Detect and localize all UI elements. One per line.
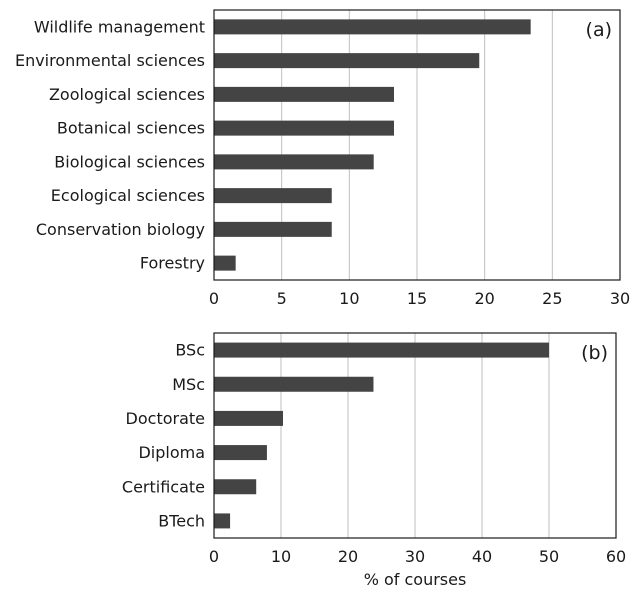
- bar-a-5: [214, 188, 332, 204]
- x-tick-label-a-6: 30: [610, 289, 630, 308]
- category-label-a-5: Ecological sciences: [51, 186, 205, 205]
- bar-a-3: [214, 120, 394, 136]
- bar-a-2: [214, 86, 394, 102]
- x-tick-label-b-0: 0: [209, 547, 219, 566]
- category-label-a-4: Biological sciences: [54, 152, 205, 171]
- bar-a-6: [214, 221, 332, 237]
- category-label-a-1: Environmental sciences: [15, 51, 205, 70]
- bar-a-7: [214, 255, 236, 271]
- x-tick-label-b-6: 60: [606, 547, 626, 566]
- category-label-b-4: Certificate: [122, 477, 205, 496]
- x-tick-label-a-4: 20: [474, 289, 494, 308]
- panel-b-label: (b): [581, 342, 608, 364]
- x-tick-label-a-2: 10: [339, 289, 359, 308]
- panel-a: Wildlife management Environmental science…: [15, 9, 630, 308]
- x-axis-title: % of courses: [364, 570, 467, 589]
- panel-b-frame: [213, 332, 617, 539]
- bar-a-1: [214, 53, 480, 69]
- category-label-b-2: Doctorate: [126, 409, 205, 428]
- x-tick-label-b-1: 10: [271, 547, 291, 566]
- category-label-a-7: Forestry: [140, 254, 205, 273]
- bar-a-0: [214, 19, 531, 35]
- panel-a-frame: [213, 9, 621, 281]
- x-tick-label-b-3: 30: [405, 547, 425, 566]
- x-tick-label-a-5: 25: [542, 289, 562, 308]
- bar-b-2: [214, 410, 284, 426]
- x-tick-label-b-4: 40: [472, 547, 492, 566]
- category-label-b-0: BSc: [175, 341, 205, 360]
- x-tick-label-b-5: 50: [539, 547, 559, 566]
- bar-b-3: [214, 445, 267, 461]
- category-label-a-3: Botanical sciences: [57, 119, 205, 138]
- bar-b-1: [214, 376, 374, 392]
- bar-b-5: [214, 513, 231, 529]
- panel-b: BSc MSc Doctorate Diploma Certificate BTech 0…: [122, 332, 626, 589]
- category-label-a-0: Wildlife management: [34, 17, 205, 36]
- bar-b-4: [214, 479, 257, 495]
- x-tick-label-a-3: 15: [407, 289, 427, 308]
- bar-a-4: [214, 154, 374, 170]
- category-label-a-6: Conservation biology: [36, 220, 205, 239]
- category-label-a-2: Zoological sciences: [49, 85, 205, 104]
- category-label-b-5: BTech: [158, 511, 205, 530]
- panel-a-label: (a): [586, 19, 612, 41]
- x-tick-label-a-0: 0: [209, 289, 219, 308]
- bar-b-0: [214, 342, 549, 358]
- category-label-b-3: Diploma: [138, 443, 205, 462]
- x-tick-label-a-1: 5: [277, 289, 287, 308]
- category-label-b-1: MSc: [172, 375, 205, 394]
- x-tick-label-b-2: 20: [338, 547, 358, 566]
